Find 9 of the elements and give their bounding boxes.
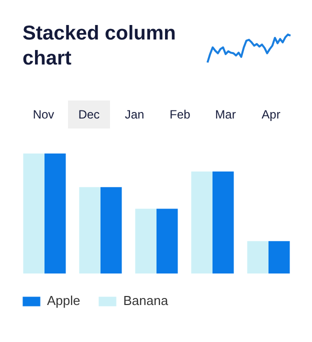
text: Apr	[262, 108, 280, 122]
text: Jan	[124, 108, 144, 122]
text: Nov	[32, 108, 54, 122]
text: Mar	[215, 108, 236, 122]
chart-title: Stacked column chart	[22, 22, 176, 70]
legend-label: Apple	[47, 293, 80, 308]
text: Feb	[170, 108, 191, 122]
legend-label: Banana	[123, 293, 168, 308]
text: Dec	[78, 108, 100, 122]
